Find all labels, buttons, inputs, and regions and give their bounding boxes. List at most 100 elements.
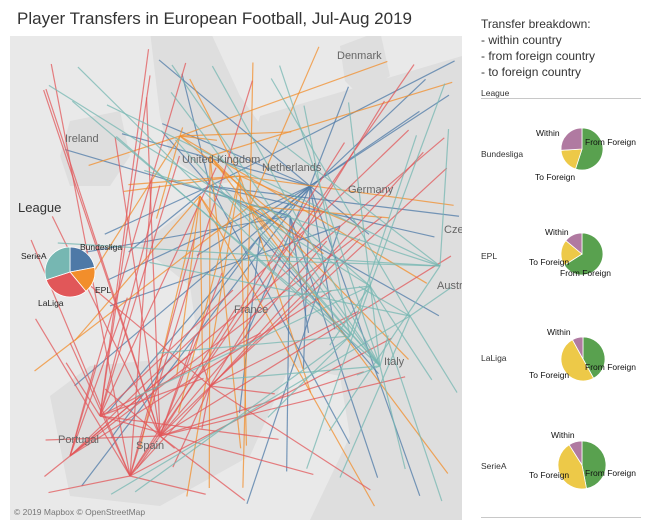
- row-name-serie-a: SerieA: [481, 461, 507, 471]
- legend-label-bundesliga: Bundesliga: [80, 242, 123, 252]
- label-from-laliga: From Foreign: [585, 362, 637, 372]
- transfer-line-laliga: [99, 185, 161, 417]
- slice-within-laliga[interactable]: [571, 336, 584, 360]
- transfer-line-laliga: [48, 475, 131, 494]
- transfer-line-bundesliga: [309, 94, 450, 187]
- league-column-header: League: [481, 88, 510, 98]
- label-to-serie-a: To Foreign: [529, 470, 570, 480]
- transfer-line-seriea: [134, 335, 351, 493]
- transfer-line-laliga: [159, 255, 452, 437]
- legend-label-laliga: LaLiga: [38, 298, 64, 308]
- transfer-line-laliga: [129, 475, 206, 495]
- transfer-line-laliga: [129, 80, 253, 477]
- slice-from-foreign-laliga[interactable]: [582, 336, 606, 379]
- map-label-italy: Italy: [384, 356, 405, 368]
- slice-to-foreign-seriea[interactable]: [557, 444, 587, 490]
- transfer-line-laliga: [69, 342, 131, 477]
- transfer-line-laliga: [43, 89, 161, 437]
- breakdown-title: Transfer breakdown: - within country - f…: [481, 16, 595, 80]
- transfer-line-epl: [209, 155, 229, 179]
- pie-bundesliga[interactable]: [560, 127, 604, 171]
- transfer-line-seriea: [57, 242, 441, 267]
- transfer-line-epl: [128, 175, 241, 186]
- transfer-line-epl: [209, 81, 453, 157]
- transfer-line-seriea: [280, 208, 371, 287]
- slice-within-bundesliga[interactable]: [560, 127, 583, 151]
- label-to-bundesliga: To Foreign: [535, 172, 576, 182]
- row-name-laliga: LaLiga: [481, 353, 507, 363]
- transfer-line-seriea: [135, 285, 371, 398]
- legend-slice-seriea[interactable]: [44, 246, 71, 281]
- transfer-line-seriea: [369, 285, 433, 381]
- slice-within-seriea[interactable]: [568, 440, 583, 467]
- transfer-line-seriea: [409, 315, 458, 393]
- map-attribution[interactable]: © 2019 Mapbox © OpenStreetMap: [14, 507, 146, 517]
- map-label-portugal: Portugal: [58, 434, 99, 446]
- transfer-line-seriea: [77, 66, 351, 337]
- transfer-line-seriea: [170, 92, 381, 367]
- label-from-bundesliga: From Foreign: [585, 137, 637, 147]
- transfer-line-seriea: [182, 257, 441, 267]
- legend-slice-bundesliga[interactable]: [69, 246, 96, 273]
- slice-to-foreign-laliga[interactable]: [560, 339, 595, 382]
- header-divider: [481, 98, 641, 99]
- transfer-line-seriea: [369, 285, 443, 502]
- pie-laliga[interactable]: [560, 336, 606, 382]
- legend-label-epl: EPL: [95, 285, 112, 295]
- transfer-line-laliga: [159, 376, 406, 437]
- breakdown-line-from: - from foreign country: [481, 49, 596, 63]
- transfer-line-bundesliga: [209, 185, 351, 445]
- legend-title: League: [18, 200, 62, 215]
- row-name-epl: EPL: [481, 251, 498, 261]
- breakdown-line-within: - within country: [481, 33, 562, 47]
- transfer-line-laliga: [69, 216, 382, 457]
- transfer-line-laliga: [104, 388, 161, 437]
- pie-serie-a[interactable]: [557, 440, 607, 490]
- transfer-line-epl: [239, 175, 248, 446]
- pie-epl[interactable]: [560, 232, 604, 276]
- slice-from-foreign-epl[interactable]: [563, 232, 604, 276]
- transfer-line-seriea: [225, 365, 381, 380]
- legend-pie-chart[interactable]: [44, 246, 96, 298]
- legend-slice-laliga[interactable]: [45, 271, 87, 298]
- transfer-line-epl: [155, 135, 181, 219]
- ireland-landmass: [60, 111, 130, 186]
- transfer-line-seriea: [356, 365, 381, 376]
- transfer-line-laliga: [159, 435, 246, 501]
- transfer-line-seriea: [379, 365, 406, 470]
- transfer-line-laliga: [69, 351, 194, 457]
- slice-from-foreign-seriea[interactable]: [581, 440, 607, 490]
- transfer-line-seriea: [174, 139, 381, 367]
- transfer-line-epl: [186, 175, 241, 497]
- transfer-map[interactable]: Denmark Ireland United Kingdom Netherlan…: [10, 36, 462, 520]
- transfer-line-seriea: [358, 285, 411, 317]
- transfer-line-seriea: [171, 64, 381, 367]
- transfer-line-epl: [199, 195, 225, 232]
- transfer-line-epl: [177, 175, 241, 413]
- denmark-landmass: [340, 36, 390, 96]
- transfer-line-seriea: [144, 169, 441, 267]
- slice-within-epl[interactable]: [565, 232, 583, 255]
- map-label-netherlands: Netherlands: [262, 162, 322, 174]
- transfer-line-seriea: [254, 285, 371, 301]
- transfer-line-laliga: [69, 364, 96, 457]
- map-label-germany: Germany: [348, 184, 394, 196]
- transfer-line-bundesliga: [259, 78, 426, 237]
- transfer-line-laliga: [209, 167, 448, 387]
- transfer-line-seriea: [270, 78, 411, 317]
- transfer-line-seriea: [347, 102, 381, 367]
- transfer-line-laliga: [159, 435, 175, 449]
- transfer-line-laliga: [209, 310, 359, 387]
- transfer-line-epl: [199, 195, 375, 507]
- map-canvas[interactable]: [10, 36, 462, 520]
- map-label-united-kingdom: United Kingdom: [182, 154, 261, 166]
- transfer-line-seriea: [409, 286, 452, 317]
- transfer-line-seriea: [110, 315, 411, 495]
- transfer-line-laliga: [65, 362, 101, 417]
- transfer-line-laliga: [99, 49, 150, 417]
- transfer-line-laliga: [99, 289, 234, 417]
- transfer-line-bundesliga: [238, 235, 261, 414]
- map-label-france: France: [234, 304, 269, 316]
- bottom-divider: [481, 517, 641, 518]
- transfer-line-laliga: [129, 238, 195, 477]
